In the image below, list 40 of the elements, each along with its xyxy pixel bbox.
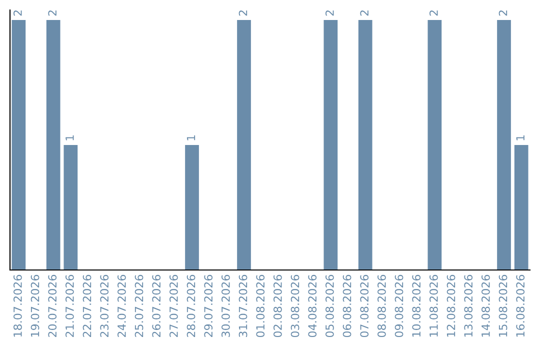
x-tick-label: 29.07.2026 bbox=[204, 274, 213, 337]
x-tick-label: 03.08.2026 bbox=[290, 274, 300, 338]
x-tick-label: 04.08.2026 bbox=[308, 274, 317, 338]
x-tick-label: 12.08.2026 bbox=[446, 274, 456, 337]
x-tick-label: 27.07.2026 bbox=[169, 274, 178, 337]
data-label: 2 bbox=[429, 10, 438, 16]
x-tick-label: 08.08.2026 bbox=[377, 274, 386, 338]
x-tick-label: 31.07.2026 bbox=[238, 274, 248, 337]
x-tick-label: 07.08.2026 bbox=[360, 274, 369, 338]
data-label: 2 bbox=[360, 10, 368, 16]
x-tick-label: 01.08.2026 bbox=[256, 274, 265, 338]
x-tick-label: 14.08.2026 bbox=[481, 274, 490, 337]
x-tick-label: 10.08.2026 bbox=[412, 274, 421, 337]
x-tick-label: 26.07.2026 bbox=[152, 274, 161, 337]
x-tick-label: 25.07.2026 bbox=[134, 274, 144, 337]
x-tick-label: 22.07.2026 bbox=[82, 274, 92, 337]
x-tick-label: 11.08.2026 bbox=[429, 274, 438, 337]
x-tick-label: 21.07.2026 bbox=[65, 274, 74, 337]
data-label: 2 bbox=[13, 10, 22, 16]
x-tick-label: 23.07.2026 bbox=[100, 274, 109, 337]
x-tick-label: 24.07.2026 bbox=[117, 274, 126, 337]
x-tick-label: 18.07.2026 bbox=[13, 274, 22, 337]
data-label: 2 bbox=[498, 10, 508, 16]
x-tick-label: 09.08.2026 bbox=[394, 274, 404, 338]
data-label: 2 bbox=[48, 10, 56, 16]
x-tick-label: 05.08.2026 bbox=[325, 274, 334, 338]
data-label: 2 bbox=[325, 10, 334, 16]
x-tick-label: 28.07.2026 bbox=[186, 274, 196, 337]
data-label: 1 bbox=[516, 135, 524, 140]
x-tick-label: 13.08.2026 bbox=[464, 274, 473, 337]
data-label: 1 bbox=[66, 135, 74, 140]
data-label: 2 bbox=[238, 10, 248, 16]
x-tick-label: 02.08.2026 bbox=[273, 274, 282, 338]
x-tick-label: 30.07.2026 bbox=[221, 274, 230, 337]
x-tick-label: 19.07.2026 bbox=[30, 274, 40, 337]
data-label: 1 bbox=[186, 135, 196, 140]
x-tick-label: 20.07.2026 bbox=[48, 274, 57, 337]
x-tick-label: 15.08.2026 bbox=[498, 274, 508, 337]
x-tick-label: 16.08.2026 bbox=[516, 274, 525, 337]
x-tick-label: 06.08.2026 bbox=[342, 274, 352, 338]
